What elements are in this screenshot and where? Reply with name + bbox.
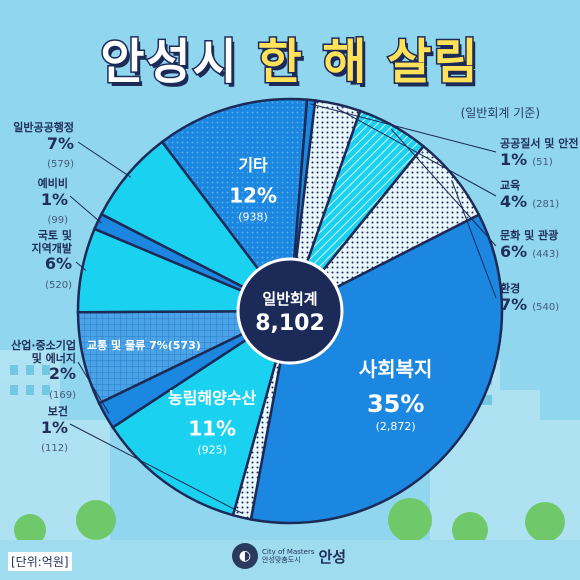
brand-tagline: City of Masters: [262, 547, 315, 556]
label-amount: (520): [45, 279, 72, 291]
leader-line-health: [69, 423, 244, 515]
label-percent: 4%: [500, 191, 528, 211]
slice-name: 교통 및 물류 7%(573): [87, 338, 201, 352]
label-culture: 문화 및 관광 6% (443): [500, 229, 560, 261]
label-general-admin: 일반공공행정 7% (579): [10, 121, 74, 171]
leader-line-public_order: [310, 103, 497, 153]
label-percent: 1%: [500, 149, 528, 169]
slice-name: 농림해양수산: [168, 389, 257, 408]
label-name: 일반공공행정: [13, 121, 74, 134]
label-amount: (579): [47, 159, 74, 171]
slice-amount: (938): [238, 210, 268, 223]
label-public-order: 공공질서 및 안전 1% (51): [500, 137, 579, 169]
label-reserve: 예비비 1% (99): [10, 177, 68, 227]
label-name-line2: 지역개발: [31, 241, 72, 255]
label-percent: 6%: [44, 254, 72, 274]
city-brand: ◐ City of Masters 안성맞춤도시 안성: [232, 543, 346, 569]
leader-line-land: [75, 261, 87, 271]
label-name: 교육: [500, 179, 521, 192]
label-percent: 1%: [40, 417, 68, 437]
slice-percent: 11%: [188, 417, 236, 441]
title-main: 한 해 살림: [256, 33, 480, 92]
leader-line-education: [336, 107, 497, 197]
label-name: 보건: [47, 405, 68, 418]
label-name: 환경: [500, 282, 521, 295]
slice-amount: (2,872): [376, 420, 416, 433]
label-environment: 환경 7% (540): [500, 282, 560, 314]
label-amount: (540): [532, 301, 560, 313]
slice-name: 기타: [238, 155, 268, 174]
label-amount: (281): [532, 198, 560, 210]
label-industry: 산업·중소기업 및 에너지 2% (169): [4, 339, 76, 402]
slice-label-transport: 교통 및 물류 7%(573): [87, 338, 201, 352]
leader-line-industry: [77, 361, 110, 414]
slice-label-agriculture: 농림해양수산 11% (925): [168, 389, 257, 457]
label-percent: 2%: [48, 364, 76, 384]
label-percent: 1%: [40, 189, 68, 209]
label-amount: (112): [41, 443, 68, 455]
label-health: 보건 1% (112): [10, 405, 68, 455]
unit-note: [단위:억원]: [8, 552, 72, 571]
label-percent: 6%: [500, 241, 528, 261]
slice-name: 사회복지: [359, 357, 433, 381]
label-land: 국토 및 지역개발 6% (520): [10, 229, 72, 292]
slice-amount: (925): [197, 444, 227, 457]
pie-slice-other: [160, 97, 309, 315]
label-percent: 7%: [46, 133, 74, 153]
label-name-line1: 국토 및: [37, 229, 72, 242]
label-name-line2: 및 에너지: [31, 351, 76, 365]
label-name: 공공질서 및 안전: [500, 137, 579, 150]
brand-name: 안성: [318, 547, 347, 566]
label-amount: (169): [49, 389, 76, 401]
label-amount: (99): [47, 215, 68, 227]
label-amount: (51): [532, 156, 553, 168]
slice-label-welfare: 사회복지 35% (2,872): [359, 357, 433, 433]
pie-slice-welfare: [249, 213, 504, 525]
leader-line-general_admin: [77, 141, 132, 178]
label-name: 예비비: [37, 177, 68, 190]
brand-sub: 안성맞춤도시: [262, 556, 301, 564]
pie-slice-agriculture: [111, 308, 293, 517]
leader-line-reserve: [69, 195, 102, 224]
basis-note: (일반회계 기준): [460, 106, 540, 120]
label-name: 문화 및 관광: [500, 229, 559, 242]
slice-percent: 35%: [367, 390, 424, 418]
leader-line-environment: [451, 179, 497, 299]
label-amount: (443): [532, 248, 560, 260]
city-logo-icon: ◐: [232, 543, 258, 569]
center-value: 8,102: [255, 311, 325, 336]
label-percent: 7%: [500, 294, 528, 314]
leader-line-culture: [391, 129, 497, 247]
label-education: 교육 4% (281): [500, 179, 560, 211]
label-name-line1: 산업·중소기업: [11, 339, 76, 352]
center-label: 일반회계: [262, 290, 317, 308]
center-total-circle: 일반회계 8,102: [236, 257, 344, 365]
title-city: 안성시: [99, 33, 239, 92]
slice-label-other: 기타 12% (938): [229, 155, 277, 223]
page-title: 안성시 한 해 살림: [0, 22, 580, 92]
slice-percent: 12%: [229, 183, 277, 207]
